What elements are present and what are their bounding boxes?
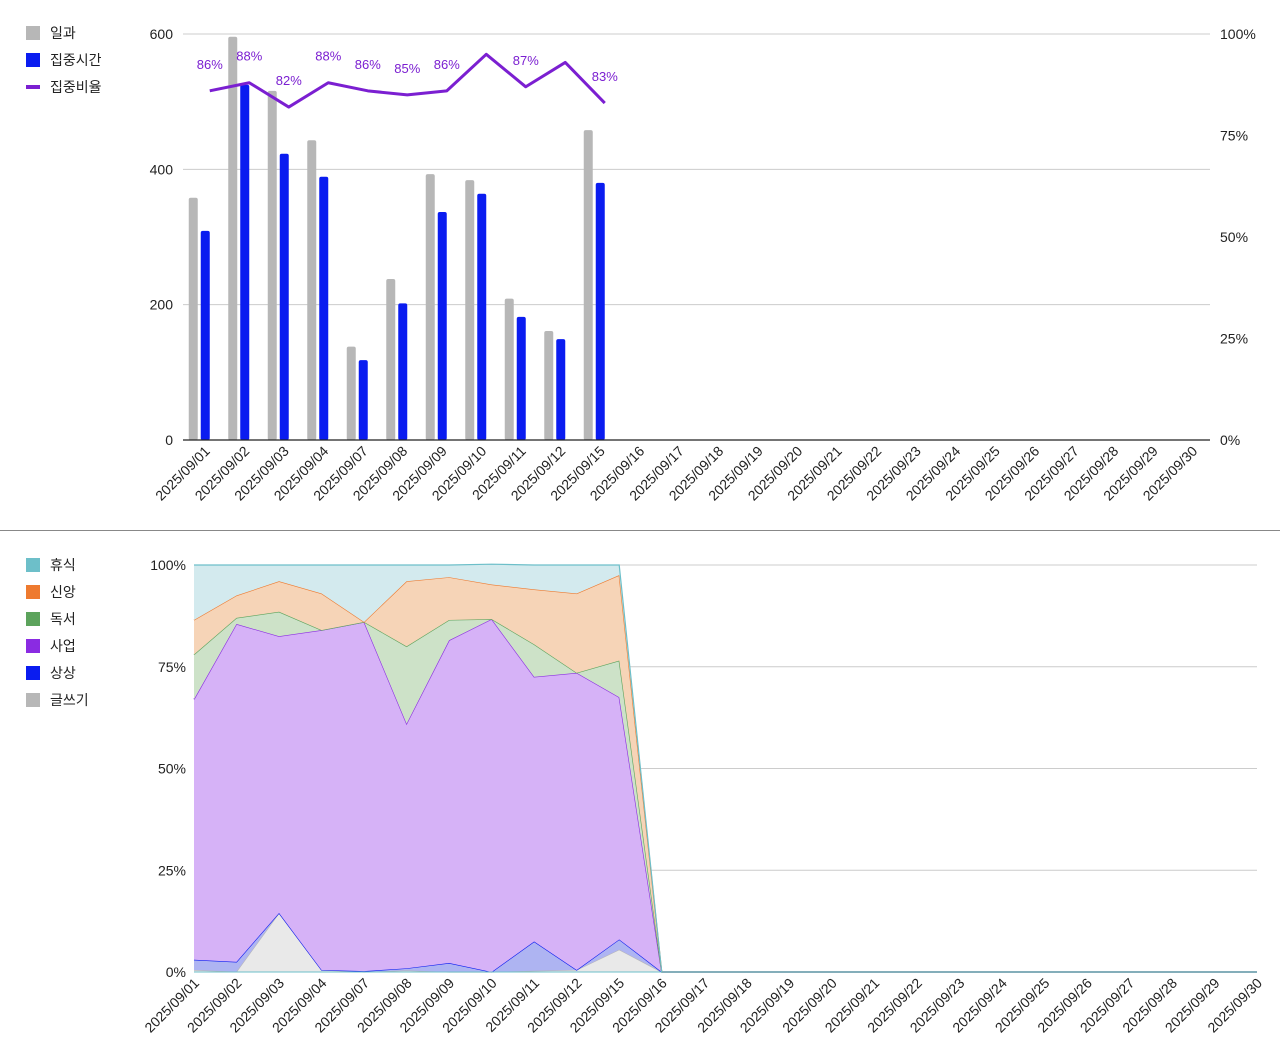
legend-label: 사업 [50, 638, 76, 654]
bar-ilgwa [307, 140, 317, 440]
legend-swatch [26, 693, 40, 707]
bar-focus-time [556, 339, 566, 440]
legend-swatch [26, 612, 40, 626]
data-label: 88% [315, 49, 341, 64]
y-left-tick-label: 400 [150, 161, 174, 177]
y-left-tick-label: 200 [150, 297, 174, 313]
bar-ilgwa [425, 174, 435, 440]
bar-focus-time [358, 360, 368, 440]
legend-swatch [26, 666, 40, 680]
bar-ilgwa [465, 180, 475, 440]
bar-focus-time [240, 84, 250, 440]
y-left-tick-label: 600 [150, 26, 174, 42]
y-right-tick-label: 75% [1220, 128, 1248, 144]
bar-focus-time [319, 176, 329, 440]
section-divider [0, 530, 1280, 531]
bar-ilgwa [504, 298, 514, 440]
legend-label: 집중시간 [50, 52, 102, 68]
legend-label: 독서 [50, 611, 76, 627]
y-right-tick-label: 0% [1220, 432, 1240, 448]
area-사업 [194, 619, 1257, 972]
data-label: 83% [592, 69, 618, 84]
data-label: 86% [434, 57, 460, 72]
legend-label: 글쓰기 [50, 692, 89, 708]
bar-ilgwa [544, 331, 554, 440]
y-right-tick-label: 25% [1220, 331, 1248, 347]
legend-swatch [26, 585, 40, 599]
data-label: 86% [355, 57, 381, 72]
legend-label: 집중비율 [50, 79, 102, 95]
legend-label: 휴식 [50, 557, 76, 573]
data-label: 88% [236, 49, 262, 64]
legend-swatch [26, 639, 40, 653]
data-label: 87% [513, 53, 539, 68]
y-tick-label: 75% [158, 659, 186, 675]
chart-bottom-stacked-area: 0%25%50%75%100%2025/09/012025/09/022025/… [26, 557, 1265, 1036]
y-right-tick-label: 100% [1220, 26, 1256, 42]
y-tick-label: 50% [158, 761, 186, 777]
legend-swatch [26, 26, 40, 40]
bar-ilgwa [583, 130, 593, 440]
legend-swatch [26, 53, 40, 67]
data-label: 85% [394, 61, 420, 76]
bar-ilgwa [346, 346, 356, 440]
y-right-tick-label: 50% [1220, 229, 1248, 245]
bar-focus-time [516, 316, 526, 440]
bar-ilgwa [228, 36, 238, 440]
bar-focus-time [279, 153, 289, 440]
area-신앙 [194, 575, 1257, 972]
data-label: 82% [276, 73, 302, 88]
bar-focus-time [595, 182, 605, 440]
bar-focus-time [477, 193, 487, 440]
legend-label: 일과 [50, 25, 76, 41]
bar-focus-time [398, 303, 408, 440]
bar-ilgwa [386, 278, 396, 440]
bar-ilgwa [188, 197, 198, 440]
legend-label: 상상 [50, 665, 76, 681]
focus-ratio-line [209, 52, 606, 109]
bar-ilgwa [267, 90, 277, 440]
chart-top-bar-line: 0 200 400 600 0% 25% 50% 75% 100% 86% 88% 82% 88% 86%… [26, 25, 1256, 504]
legend-label: 신앙 [50, 584, 76, 600]
legend-swatch [26, 558, 40, 572]
legend-swatch-line [26, 85, 40, 89]
data-label: 86% [197, 57, 223, 72]
bar-focus-time [437, 211, 447, 440]
area-글쓰기 [194, 912, 1257, 972]
y-tick-label: 0% [166, 964, 186, 980]
y-tick-label: 100% [150, 557, 186, 573]
y-left-tick-label: 0 [165, 432, 173, 448]
bar-focus-time [200, 230, 210, 440]
y-tick-label: 25% [158, 862, 186, 878]
